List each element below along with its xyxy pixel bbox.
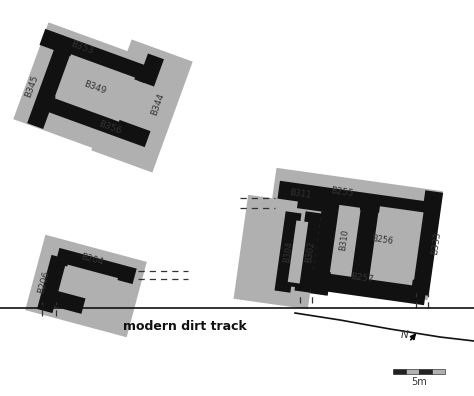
Polygon shape <box>261 168 443 300</box>
Text: B353: B353 <box>70 40 94 56</box>
Text: B356: B356 <box>98 120 122 136</box>
Text: B204: B204 <box>80 253 104 267</box>
Polygon shape <box>13 23 171 164</box>
Text: B255: B255 <box>330 186 354 198</box>
Polygon shape <box>55 54 135 122</box>
Polygon shape <box>350 199 380 287</box>
Polygon shape <box>55 248 137 284</box>
Bar <box>432 369 445 374</box>
Text: B302: B302 <box>304 241 316 263</box>
Polygon shape <box>39 29 151 83</box>
Text: B257: B257 <box>350 272 374 284</box>
Text: 5m: 5m <box>411 377 427 387</box>
Polygon shape <box>277 181 427 219</box>
Polygon shape <box>27 47 71 129</box>
Polygon shape <box>37 255 67 313</box>
Polygon shape <box>234 195 322 309</box>
Polygon shape <box>294 211 321 293</box>
Bar <box>419 369 432 374</box>
Text: modern dirt track: modern dirt track <box>123 320 247 333</box>
Polygon shape <box>411 190 443 296</box>
Polygon shape <box>91 40 193 173</box>
Polygon shape <box>297 190 339 214</box>
Text: B344: B344 <box>150 91 166 116</box>
Polygon shape <box>25 235 147 337</box>
Polygon shape <box>371 206 423 280</box>
Polygon shape <box>310 190 342 296</box>
Text: B310: B310 <box>338 228 350 251</box>
Polygon shape <box>39 93 151 147</box>
Polygon shape <box>330 205 360 275</box>
Bar <box>406 369 419 374</box>
Polygon shape <box>50 290 85 314</box>
Bar <box>393 369 406 374</box>
Text: N: N <box>401 330 409 340</box>
Text: B304: B304 <box>282 241 294 263</box>
Polygon shape <box>138 53 164 87</box>
Polygon shape <box>62 265 118 299</box>
Text: B349: B349 <box>82 80 108 96</box>
Polygon shape <box>277 267 427 305</box>
Text: B256: B256 <box>371 234 393 246</box>
Polygon shape <box>288 221 308 284</box>
Text: B345: B345 <box>24 74 40 99</box>
Text: B333: B333 <box>430 231 442 255</box>
Text: B206: B206 <box>36 270 51 294</box>
Polygon shape <box>274 211 301 293</box>
Text: B311: B311 <box>289 188 311 200</box>
